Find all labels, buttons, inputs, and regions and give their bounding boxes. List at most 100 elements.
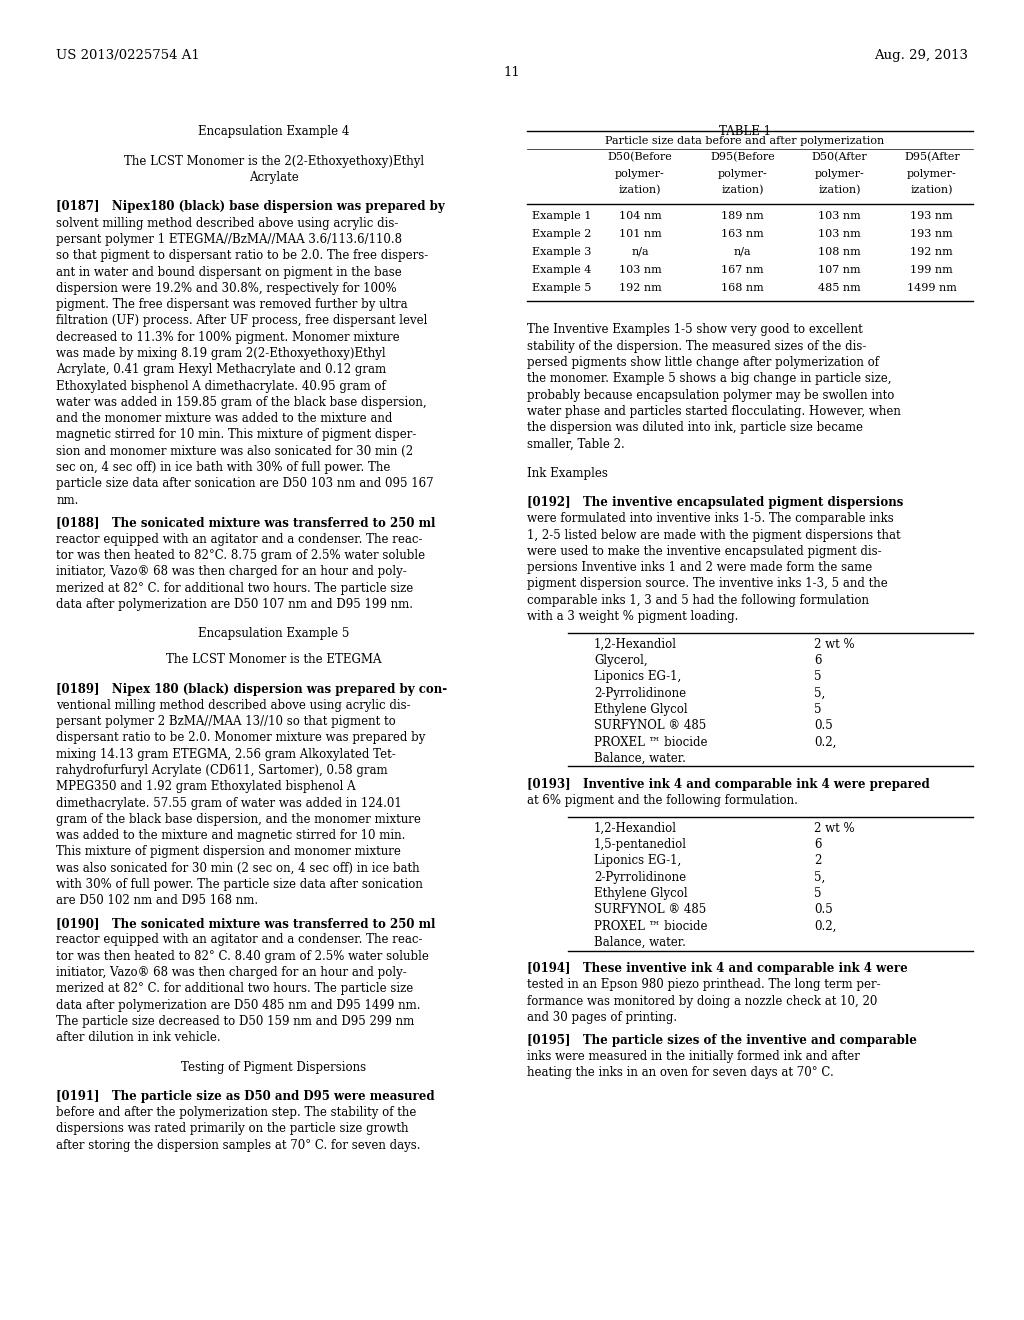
Text: data after polymerization are D50 107 nm and D95 199 nm.: data after polymerization are D50 107 nm…	[56, 598, 414, 611]
Text: were used to make the inventive encapsulated pigment dis-: were used to make the inventive encapsul…	[527, 545, 882, 558]
Text: 5: 5	[814, 704, 821, 715]
Text: are D50 102 nm and D95 168 nm.: are D50 102 nm and D95 168 nm.	[56, 895, 258, 907]
Text: SURFYNOL ® 485: SURFYNOL ® 485	[594, 903, 707, 916]
Text: 193 nm: 193 nm	[910, 228, 953, 239]
Text: 5,: 5,	[814, 686, 825, 700]
Text: dispersion were 19.2% and 30.8%, respectively for 100%: dispersion were 19.2% and 30.8%, respect…	[56, 281, 397, 294]
Text: merized at 82° C. for additional two hours. The particle size: merized at 82° C. for additional two hou…	[56, 582, 414, 594]
Text: sion and monomer mixture was also sonicated for 30 min (2: sion and monomer mixture was also sonica…	[56, 445, 414, 458]
Text: filtration (UF) process. After UF process, free dispersant level: filtration (UF) process. After UF proces…	[56, 314, 428, 327]
Text: decreased to 11.3% for 100% pigment. Monomer mixture: decreased to 11.3% for 100% pigment. Mon…	[56, 331, 400, 343]
Text: [0194]   These inventive ink 4 and comparable ink 4 were: [0194] These inventive ink 4 and compara…	[527, 962, 908, 975]
Text: 168 nm: 168 nm	[721, 282, 764, 293]
Text: ization): ization)	[818, 185, 861, 195]
Text: with a 3 weight % pigment loading.: with a 3 weight % pigment loading.	[527, 610, 738, 623]
Text: 2-Pyrrolidinone: 2-Pyrrolidinone	[594, 871, 686, 884]
Text: 1, 2-5 listed below are made with the pigment dispersions that: 1, 2-5 listed below are made with the pi…	[527, 528, 901, 541]
Text: 101 nm: 101 nm	[618, 228, 662, 239]
Text: This mixture of pigment dispersion and monomer mixture: This mixture of pigment dispersion and m…	[56, 846, 401, 858]
Text: ant in water and bound dispersant on pigment in the base: ant in water and bound dispersant on pig…	[56, 265, 402, 279]
Text: the dispersion was diluted into ink, particle size became: the dispersion was diluted into ink, par…	[527, 421, 863, 434]
Text: reactor equipped with an agitator and a condenser. The reac-: reactor equipped with an agitator and a …	[56, 933, 423, 946]
Text: tested in an Epson 980 piezo printhead. The long term per-: tested in an Epson 980 piezo printhead. …	[527, 978, 881, 991]
Text: Example 3: Example 3	[532, 247, 592, 257]
Text: 1,2-Hexandiol: 1,2-Hexandiol	[594, 638, 677, 651]
Text: persions Inventive inks 1 and 2 were made form the same: persions Inventive inks 1 and 2 were mad…	[527, 561, 872, 574]
Text: was added to the mixture and magnetic stirred for 10 min.: was added to the mixture and magnetic st…	[56, 829, 406, 842]
Text: 193 nm: 193 nm	[910, 211, 953, 220]
Text: The LCST Monomer is the 2(2-Ethoxyethoxy)Ethyl: The LCST Monomer is the 2(2-Ethoxyethoxy…	[124, 154, 424, 168]
Text: probably because encapsulation polymer may be swollen into: probably because encapsulation polymer m…	[527, 388, 895, 401]
Text: solvent milling method described above using acrylic dis-: solvent milling method described above u…	[56, 216, 398, 230]
Text: Balance, water.: Balance, water.	[594, 936, 686, 949]
Text: persant polymer 2 BzMA//MAA 13//10 so that pigment to: persant polymer 2 BzMA//MAA 13//10 so th…	[56, 715, 396, 729]
Text: Liponics EG-1,: Liponics EG-1,	[594, 671, 681, 684]
Text: was made by mixing 8.19 gram 2(2-Ethoxyethoxy)Ethyl: was made by mixing 8.19 gram 2(2-Ethoxye…	[56, 347, 386, 360]
Text: 2 wt %: 2 wt %	[814, 822, 855, 834]
Text: nm.: nm.	[56, 494, 79, 507]
Text: persant polymer 1 ETEGMA//BzMA//MAA 3.6/113.6/110.8: persant polymer 1 ETEGMA//BzMA//MAA 3.6/…	[56, 232, 402, 246]
Text: 6: 6	[814, 838, 821, 851]
Text: 485 nm: 485 nm	[818, 282, 861, 293]
Text: Balance, water.: Balance, water.	[594, 752, 686, 764]
Text: n/a: n/a	[631, 247, 649, 257]
Text: so that pigment to dispersant ratio to be 2.0. The free dispers-: so that pigment to dispersant ratio to b…	[56, 249, 429, 263]
Text: [0192]   The inventive encapsulated pigment dispersions: [0192] The inventive encapsulated pigmen…	[527, 496, 904, 510]
Text: [0191]   The particle size as D50 and D95 were measured: [0191] The particle size as D50 and D95 …	[56, 1090, 435, 1104]
Text: tor was then heated to 82° C. 8.40 gram of 2.5% water soluble: tor was then heated to 82° C. 8.40 gram …	[56, 950, 429, 962]
Text: Particle size data before and after polymerization: Particle size data before and after poly…	[605, 136, 885, 147]
Text: 0.2,: 0.2,	[814, 735, 837, 748]
Text: gram of the black base dispersion, and the monomer mixture: gram of the black base dispersion, and t…	[56, 813, 421, 826]
Text: Example 5: Example 5	[532, 282, 592, 293]
Text: Encapsulation Example 5: Encapsulation Example 5	[199, 627, 349, 640]
Text: 163 nm: 163 nm	[721, 228, 764, 239]
Text: [0190]   The sonicated mixture was transferred to 250 ml: [0190] The sonicated mixture was transfe…	[56, 917, 435, 931]
Text: dispersant ratio to be 2.0. Monomer mixture was prepared by: dispersant ratio to be 2.0. Monomer mixt…	[56, 731, 426, 744]
Text: after dilution in ink vehicle.: after dilution in ink vehicle.	[56, 1031, 221, 1044]
Text: heating the inks in an oven for seven days at 70° C.: heating the inks in an oven for seven da…	[527, 1067, 835, 1080]
Text: ventional milling method described above using acrylic dis-: ventional milling method described above…	[56, 698, 411, 711]
Text: The LCST Monomer is the ETEGMA: The LCST Monomer is the ETEGMA	[166, 653, 382, 667]
Text: Testing of Pigment Dispersions: Testing of Pigment Dispersions	[181, 1060, 367, 1073]
Text: 199 nm: 199 nm	[910, 265, 953, 275]
Text: 11: 11	[504, 66, 520, 79]
Text: inks were measured in the initially formed ink and after: inks were measured in the initially form…	[527, 1049, 860, 1063]
Text: at 6% pigment and the following formulation.: at 6% pigment and the following formulat…	[527, 795, 799, 807]
Text: polymer-: polymer-	[615, 169, 665, 178]
Text: were formulated into inventive inks 1-5. The comparable inks: were formulated into inventive inks 1-5.…	[527, 512, 894, 525]
Text: particle size data after sonication are D50 103 nm and 095 167: particle size data after sonication are …	[56, 478, 434, 490]
Text: ization): ization)	[721, 185, 764, 195]
Text: Ethylene Glycol: Ethylene Glycol	[594, 704, 687, 715]
Text: water was added in 159.85 gram of the black base dispersion,: water was added in 159.85 gram of the bl…	[56, 396, 427, 409]
Text: Acrylate, 0.41 gram Hexyl Methacrylate and 0.12 gram: Acrylate, 0.41 gram Hexyl Methacrylate a…	[56, 363, 386, 376]
Text: dimethacrylate. 57.55 gram of water was added in 124.01: dimethacrylate. 57.55 gram of water was …	[56, 796, 402, 809]
Text: polymer-: polymer-	[815, 169, 864, 178]
Text: Ink Examples: Ink Examples	[527, 467, 608, 479]
Text: persed pigments show little change after polymerization of: persed pigments show little change after…	[527, 356, 880, 368]
Text: 192 nm: 192 nm	[618, 282, 662, 293]
Text: 103 nm: 103 nm	[818, 228, 861, 239]
Text: rahydrofurfuryl Acrylate (CD611, Sartomer), 0.58 gram: rahydrofurfuryl Acrylate (CD611, Sartome…	[56, 764, 388, 777]
Text: 189 nm: 189 nm	[721, 211, 764, 220]
Text: Aug. 29, 2013: Aug. 29, 2013	[873, 49, 968, 62]
Text: Example 4: Example 4	[532, 265, 592, 275]
Text: 2: 2	[814, 854, 821, 867]
Text: Ethylene Glycol: Ethylene Glycol	[594, 887, 687, 900]
Text: Liponics EG-1,: Liponics EG-1,	[594, 854, 681, 867]
Text: 103 nm: 103 nm	[618, 265, 662, 275]
Text: was also sonicated for 30 min (2 sec on, 4 sec off) in ice bath: was also sonicated for 30 min (2 sec on,…	[56, 862, 420, 875]
Text: water phase and particles started flocculating. However, when: water phase and particles started floccu…	[527, 405, 901, 418]
Text: SURFYNOL ® 485: SURFYNOL ® 485	[594, 719, 707, 733]
Text: Acrylate: Acrylate	[249, 172, 299, 183]
Text: data after polymerization are D50 485 nm and D95 1499 nm.: data after polymerization are D50 485 nm…	[56, 999, 421, 1011]
Text: pigment. The free dispersant was removed further by ultra: pigment. The free dispersant was removed…	[56, 298, 408, 312]
Text: D95(Before: D95(Before	[710, 152, 775, 162]
Text: reactor equipped with an agitator and a condenser. The reac-: reactor equipped with an agitator and a …	[56, 533, 423, 545]
Text: 107 nm: 107 nm	[818, 265, 861, 275]
Text: initiator, Vazo® 68 was then charged for an hour and poly-: initiator, Vazo® 68 was then charged for…	[56, 966, 408, 979]
Text: 2 wt %: 2 wt %	[814, 638, 855, 651]
Text: initiator, Vazo® 68 was then charged for an hour and poly-: initiator, Vazo® 68 was then charged for…	[56, 565, 408, 578]
Text: polymer-: polymer-	[718, 169, 767, 178]
Text: The Inventive Examples 1-5 show very good to excellent: The Inventive Examples 1-5 show very goo…	[527, 323, 863, 337]
Text: 1,5-pentanediol: 1,5-pentanediol	[594, 838, 687, 851]
